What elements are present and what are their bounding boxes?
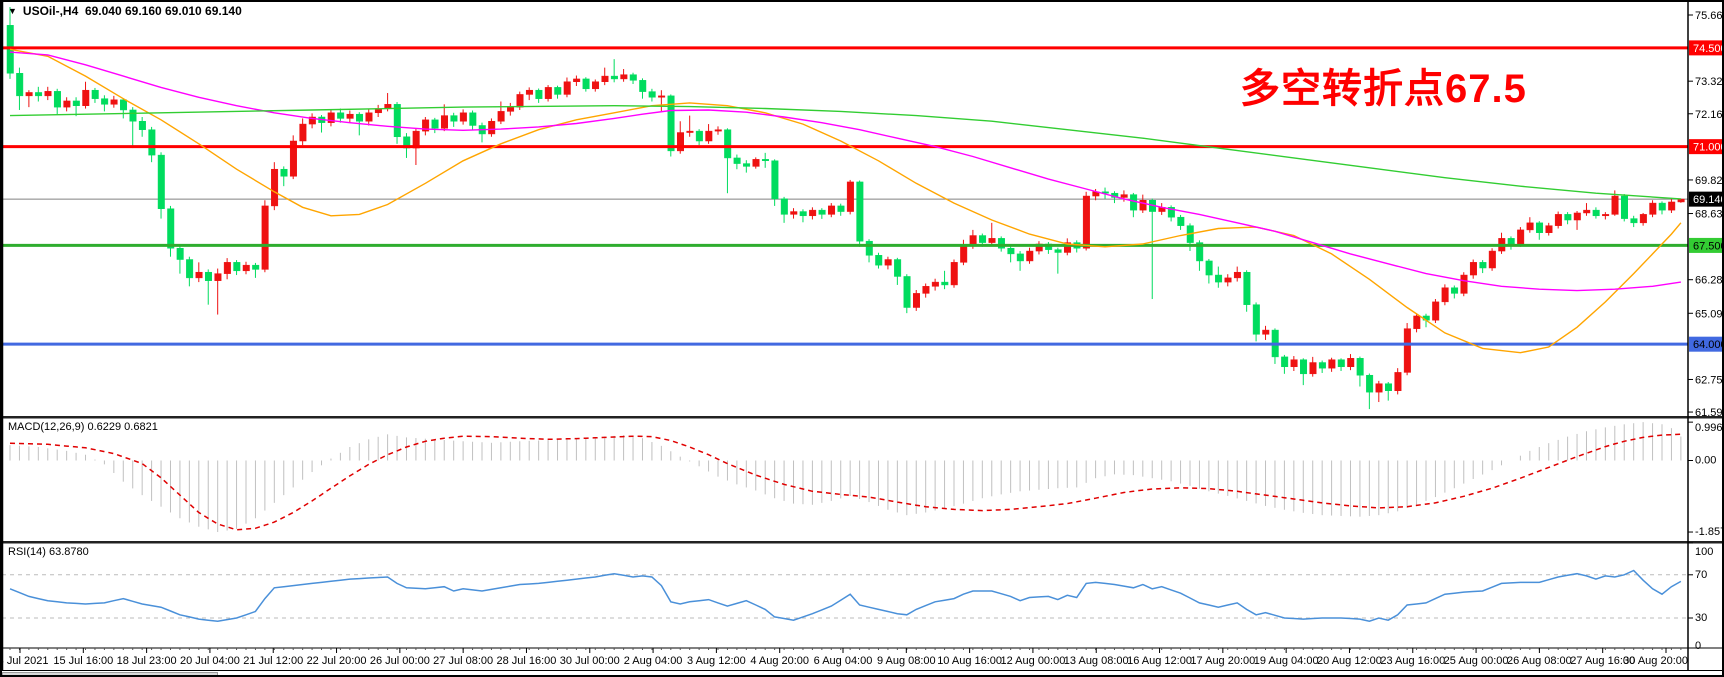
- time-tick-label: 22 Jul 20:00: [307, 655, 367, 667]
- price-tag-label: 71.000: [1693, 142, 1724, 154]
- time-tick-label: 15 Jul 16:00: [53, 655, 113, 667]
- moving-average-lines: [9, 48, 1682, 354]
- time-tick-label: 27 Jul 08:00: [433, 655, 493, 667]
- chart-title: ▼ USOil-,H4 69.040 69.160 69.010 69.140: [8, 4, 242, 18]
- time-tick-label: 30 Aug 20:00: [1623, 655, 1688, 667]
- time-tick-label: 2 Aug 04:00: [624, 655, 683, 667]
- time-tick-label: 23 Aug 16:00: [1380, 655, 1445, 667]
- scrollbar-track: [0, 670, 1724, 671]
- ma-slow-green: [9, 104, 1681, 200]
- time-tick-label: 12 Aug 00:00: [1001, 655, 1066, 667]
- time-tick-label: 13 Aug 08:00: [1064, 655, 1129, 667]
- rsi-tick-label: 30: [1695, 612, 1707, 624]
- rsi-indicator-label: RSI(14) 63.8780: [8, 546, 89, 558]
- ohlc-readout: 69.040 69.160 69.010 69.140: [84, 4, 242, 18]
- price-tick-label: 62.750: [1695, 374, 1724, 386]
- price-tick-label: 61.595: [1695, 407, 1724, 419]
- ma-fast-orange: [9, 48, 1682, 354]
- price-tag-67.500: [1689, 237, 1724, 253]
- macd-signal-line: [9, 433, 1681, 531]
- time-tick-label: 27 Aug 16:00: [1570, 655, 1635, 667]
- collapse-caret-icon[interactable]: ▼: [8, 6, 17, 16]
- price-tag-74.500: [1689, 40, 1724, 56]
- time-tick-label: 19 Aug 04:00: [1254, 655, 1319, 667]
- price-tick-label: 69.820: [1695, 175, 1724, 187]
- price-tag-label: 74.500: [1693, 43, 1724, 55]
- horizontal-level-lines: [2, 46, 1688, 346]
- time-tick-label: 26 Jul 00:00: [370, 655, 430, 667]
- price-tick-label: 75.665: [1695, 10, 1724, 22]
- time-tick-label: 20 Jul 04:00: [180, 655, 240, 667]
- time-tick-label: 18 Jul 23:00: [117, 655, 177, 667]
- macd-panel: [9, 422, 1682, 533]
- symbol-timeframe-label: USOil-,H4: [22, 4, 79, 18]
- time-tick-label: 20 Aug 12:00: [1317, 655, 1382, 667]
- price-tick-label: 72.165: [1695, 109, 1724, 121]
- time-tick-label: 30 Jul 00:00: [560, 655, 620, 667]
- price-tag-64.000: [1689, 336, 1724, 352]
- time-tick-label: 16 Aug 12:00: [1127, 655, 1192, 667]
- time-tick-label: 10 Aug 16:00: [937, 655, 1002, 667]
- macd-tick-label: 0.9964: [1695, 422, 1724, 434]
- price-tag-label: 69.140: [1693, 194, 1724, 206]
- price-tick-label: 65.095: [1695, 308, 1724, 320]
- rsi-panel: [2, 569, 1688, 622]
- price-tick-label: 68.630: [1695, 209, 1724, 221]
- rsi-tick-label: 70: [1695, 569, 1707, 581]
- rsi-tick-label: 100: [1695, 546, 1713, 558]
- ma-medium-magenta: [9, 51, 1682, 292]
- time-tick-label: 6 Aug 04:00: [814, 655, 873, 667]
- time-tick-label: 21 Jul 12:00: [243, 655, 303, 667]
- time-tick-label: 25 Aug 00:00: [1444, 655, 1509, 667]
- price-tag-69.140: [1689, 191, 1724, 207]
- price-tick-label: 73.320: [1695, 76, 1724, 88]
- price-tag-label: 64.000: [1693, 339, 1724, 351]
- time-tick-label: 9 Aug 08:00: [877, 655, 936, 667]
- price-tag-label: 67.500: [1693, 240, 1724, 252]
- price-tick-label: 66.285: [1695, 275, 1724, 287]
- price-axis: 75.665 73.320 72.165 69.820 68.630 66.285 65.0…: [1688, 10, 1724, 652]
- time-tick-label: 17 Aug 20:00: [1190, 655, 1255, 667]
- time-tick-label: 4 Aug 20:00: [750, 655, 809, 667]
- rsi-tick-label: 0: [1695, 640, 1701, 652]
- macd-indicator-label: MACD(12,26,9) 0.6229 0.6821: [8, 421, 158, 433]
- pivot-annotation-text: 多空转折点67.5: [1240, 67, 1527, 111]
- time-tick-label: 26 Aug 08:00: [1507, 655, 1572, 667]
- time-tick-label: 3 Aug 12:00: [687, 655, 746, 667]
- time-tick-label: 14 Jul 2021: [0, 655, 48, 667]
- price-tag-71.000: [1689, 139, 1724, 155]
- macd-tick-label: -1.8579: [1695, 526, 1724, 538]
- time-tick-label: 28 Jul 16:00: [496, 655, 556, 667]
- scrollbar-thumb[interactable]: [2, 672, 218, 677]
- rsi-line: [9, 569, 1682, 622]
- macd-tick-label: 0.00: [1695, 455, 1716, 467]
